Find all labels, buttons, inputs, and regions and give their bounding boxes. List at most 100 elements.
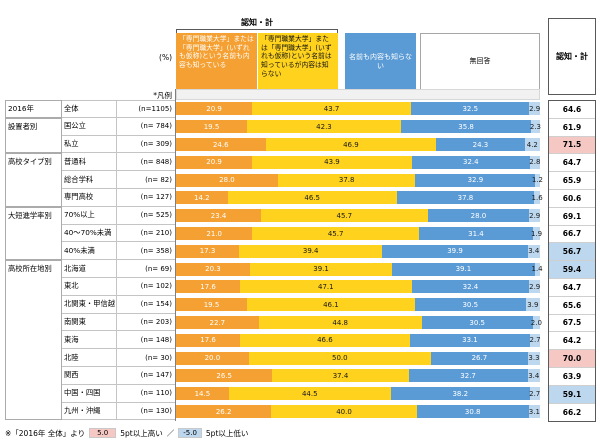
bar-segment-value: 14.5 — [194, 389, 211, 398]
bar-segment-value: 45.7 — [327, 229, 344, 238]
row-sample-size: (n= 127) — [117, 189, 175, 207]
bar-segment: 24.3 — [436, 138, 525, 151]
bar-segment: 20.9 — [176, 102, 253, 116]
bar-segment: 42.3 — [246, 120, 401, 134]
bar-segment-value: 30.8 — [464, 407, 481, 416]
bar-segment-value: 1.6 — [531, 193, 543, 202]
stacked-bar: 23.4 45.7 28.0 2.9 — [176, 209, 540, 223]
row-label: 北関東・甲信越 — [62, 295, 117, 314]
bar-segment: 45.7 — [261, 209, 428, 223]
group-label: 高校タイプ別 — [5, 153, 62, 207]
bar-segment: 46.5 — [227, 191, 397, 205]
awareness-total-cell: 61.9 — [549, 119, 595, 137]
stacked-bar: 26.2 40.0 30.8 3.1 — [176, 405, 540, 418]
bar-segment-value: 2.7 — [529, 389, 541, 398]
bar-segment-value: 50.0 — [332, 354, 348, 363]
stacked-bar: 20.9 43.7 32.5 2.9 — [176, 102, 540, 116]
bar-segment-value: 37.8 — [338, 176, 355, 185]
bar-segment: 44.5 — [228, 387, 391, 401]
bar-segment: 30.8 — [416, 405, 529, 418]
bar-segment-value: 4.2 — [526, 140, 538, 149]
bar-segment: 3.1 — [528, 405, 540, 418]
stacked-bar: 17.3 39.4 39.9 3.4 — [176, 244, 540, 258]
bar-segment-value: 39.1 — [313, 265, 329, 274]
awareness-total-cell: 65.6 — [549, 297, 595, 315]
bar-segment-value: 21.0 — [206, 229, 223, 238]
awareness-total-cell: 71.5 — [549, 136, 595, 155]
group-label: 大短進学率別 — [5, 206, 62, 261]
bar-segment: 3.4 — [527, 369, 540, 383]
bar-segment-value: 43.9 — [324, 158, 340, 167]
bar-segment: 37.8 — [396, 191, 535, 205]
bar-segment-value: 17.3 — [199, 247, 216, 256]
bar-segment-value: 31.4 — [468, 229, 484, 238]
row-sample-size: (n=1105) — [117, 100, 175, 118]
stacked-bar: 26.5 37.4 32.7 3.4 — [176, 369, 540, 383]
bar-segment: 2.8 — [529, 155, 540, 169]
awareness-total-cell: 66.7 — [549, 226, 595, 244]
stacked-bar: 22.7 44.8 30.5 2.0 — [176, 316, 542, 329]
bar-segment: 24.6 — [176, 138, 266, 151]
awareness-total-cell: 64.2 — [549, 332, 595, 351]
bar-segment-value: 26.7 — [471, 354, 488, 363]
bar-segment: 26.5 — [176, 369, 273, 383]
bar-segment: 44.8 — [258, 316, 422, 329]
bar-segment: 20.3 — [176, 262, 250, 276]
bar-segment-value: 46.9 — [343, 140, 359, 149]
row-sample-size: (n= 148) — [117, 331, 175, 350]
bar-segment-value: 1.2 — [531, 176, 543, 185]
bar-segment-value: 1.9 — [530, 229, 543, 238]
bar-segment: 2.7 — [529, 333, 541, 347]
bar-segment: 30.5 — [421, 316, 533, 329]
bar-segment-value: 39.1 — [455, 265, 472, 274]
row-sample-size: (n= 102) — [117, 278, 175, 296]
bar-segment: 32.5 — [411, 102, 530, 116]
awareness-total-cell: 69.1 — [549, 208, 595, 226]
bar-segment: 1.2 — [532, 173, 543, 187]
bar-segment: 20.9 — [176, 155, 253, 169]
awareness-total-cell: 64.7 — [549, 154, 595, 173]
bar-segment-value: 14.2 — [194, 193, 210, 202]
bar-segment: 2.7 — [529, 387, 541, 401]
row-label: 70%以上 — [62, 206, 117, 225]
stacked-bar: 19.5 46.1 30.5 3.9 — [176, 298, 540, 312]
bar-segment: 1.6 — [531, 191, 543, 205]
bar-segment: 35.8 — [400, 120, 532, 134]
bar-segment: 30.5 — [414, 298, 526, 312]
bar-segment-value: 17.6 — [200, 336, 216, 345]
bar-segment-value: 26.2 — [215, 407, 232, 416]
row-sample-size: (n= 147) — [117, 367, 175, 385]
row-sample-size: (n= 784) — [117, 118, 175, 136]
row-sample-size: (n= 848) — [117, 153, 175, 172]
bar-segment-value: 32.9 — [467, 176, 484, 185]
bar-segment: 2.0 — [530, 316, 542, 329]
awareness-total-cell: 60.6 — [549, 190, 595, 208]
footnote-high-text: 5pt以上高い — [120, 428, 163, 438]
bar-segment-value: 28.0 — [470, 211, 487, 220]
bar-segment-value: 32.4 — [463, 158, 479, 167]
bar-segment-value: 42.3 — [316, 122, 332, 131]
row-label: 40〜70%未満 — [62, 224, 117, 243]
bar-segment: 26.7 — [430, 351, 528, 365]
stacked-bar: 20.3 39.1 39.1 1.4 — [176, 262, 543, 276]
row-label: 南関東 — [62, 313, 117, 332]
awareness-bracket-label: 認知・計 — [241, 18, 273, 27]
bar-segment: 39.1 — [249, 262, 393, 276]
bar-segment: 2.9 — [529, 280, 540, 294]
group-label: 高校所在地別 — [5, 260, 62, 421]
bar-segment-value: 17.6 — [200, 282, 216, 291]
bar-segment-value: 2.0 — [530, 318, 542, 327]
row-label: 専門高校 — [62, 189, 117, 207]
stacked-bar: 19.5 42.3 35.8 2.3 — [176, 120, 541, 134]
bar-segment: 37.8 — [277, 173, 416, 187]
bar-segment: 3.3 — [527, 351, 540, 365]
row-sample-size: (n= 110) — [117, 385, 175, 403]
bar-segment-value: 20.9 — [206, 158, 222, 167]
row-label: 九州・沖縄 — [62, 402, 117, 421]
bar-segment-value: 3.9 — [527, 300, 539, 309]
bar-segment: 22.7 — [176, 316, 259, 329]
row-label: 北海道 — [62, 260, 117, 278]
bar-segment: 39.1 — [392, 262, 535, 276]
bar-segment: 4.2 — [524, 138, 540, 151]
